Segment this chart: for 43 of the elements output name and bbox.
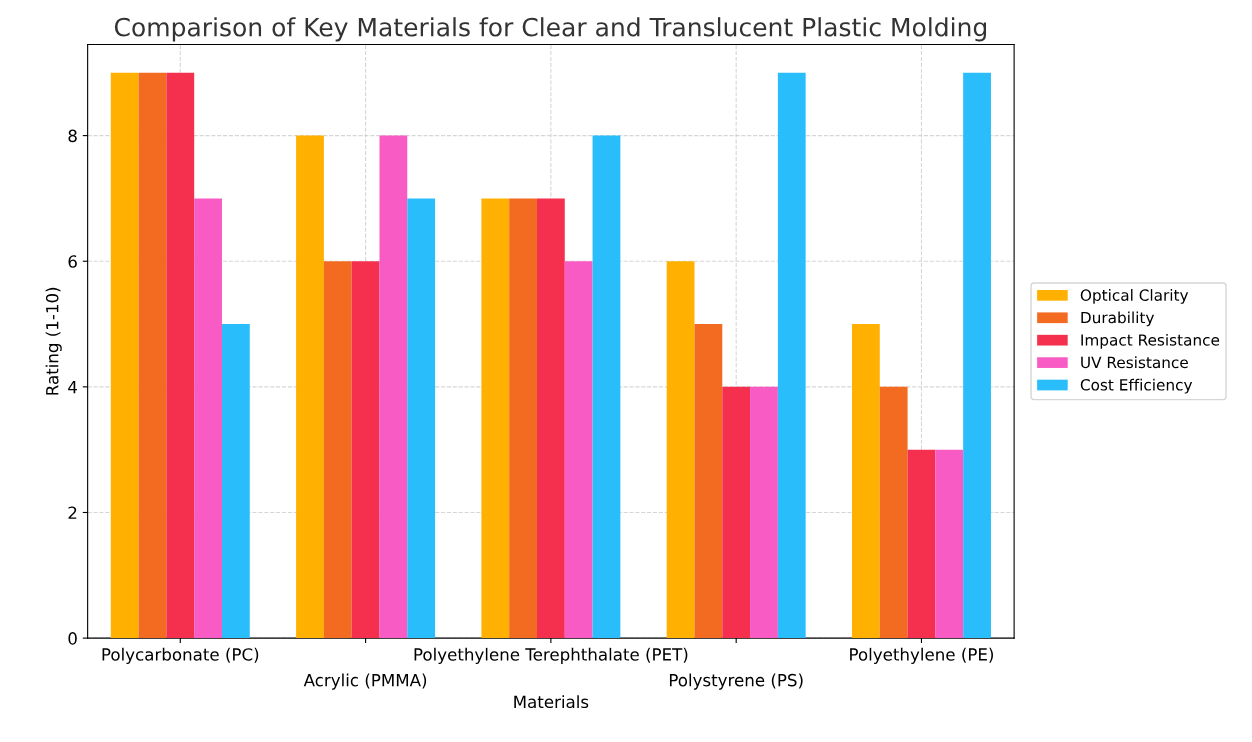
bar <box>592 135 621 639</box>
bar <box>907 449 936 639</box>
legend-label: Cost Efficiency <box>1080 378 1193 394</box>
bar <box>935 449 964 639</box>
bar <box>379 135 408 639</box>
legend-label: Optical Clarity <box>1080 289 1189 304</box>
y-tick-label: 2 <box>68 506 77 519</box>
y-tick-label: 4 <box>68 381 77 394</box>
legend-label: Durability <box>1081 311 1155 327</box>
bar <box>481 198 510 639</box>
bar <box>351 261 380 639</box>
x-tick-label: Polyethylene Terephthalate (PET) <box>414 647 688 664</box>
bar <box>666 261 695 639</box>
bar <box>694 324 723 639</box>
bar <box>110 72 139 639</box>
y-tick-label: 8 <box>68 129 77 143</box>
x-axis-title: Materials <box>514 695 589 709</box>
bar <box>722 386 751 639</box>
bar <box>407 198 436 639</box>
bar <box>851 324 880 639</box>
y-tick-label: 6 <box>68 255 77 268</box>
bar <box>296 135 324 639</box>
x-tick-label: Polycarbonate (PC) <box>102 647 259 664</box>
bar <box>564 261 593 639</box>
bar <box>138 72 167 639</box>
bar <box>777 72 806 639</box>
bar <box>879 386 908 639</box>
y-tick-label: 0 <box>68 632 77 645</box>
x-tick-label: Acrylic (PMMA) <box>303 673 427 690</box>
bar <box>166 72 195 639</box>
chart-title: Comparison of Key Materials for Clear and Translucent Plastic Molding <box>114 17 987 42</box>
legend-label: UV Resistance <box>1081 356 1188 369</box>
bar <box>750 386 778 639</box>
legend-label: Impact Resistance <box>1081 333 1220 349</box>
bar <box>221 324 250 639</box>
bar <box>509 198 537 639</box>
bar <box>323 261 352 639</box>
x-tick-label: Polystyrene (PS) <box>669 673 803 690</box>
bar <box>536 198 565 639</box>
y-axis-title: Rating (1-10) <box>45 287 62 395</box>
x-tick-label: Polyethylene (PE) <box>850 647 994 664</box>
bar <box>963 72 991 639</box>
bar <box>194 198 222 639</box>
